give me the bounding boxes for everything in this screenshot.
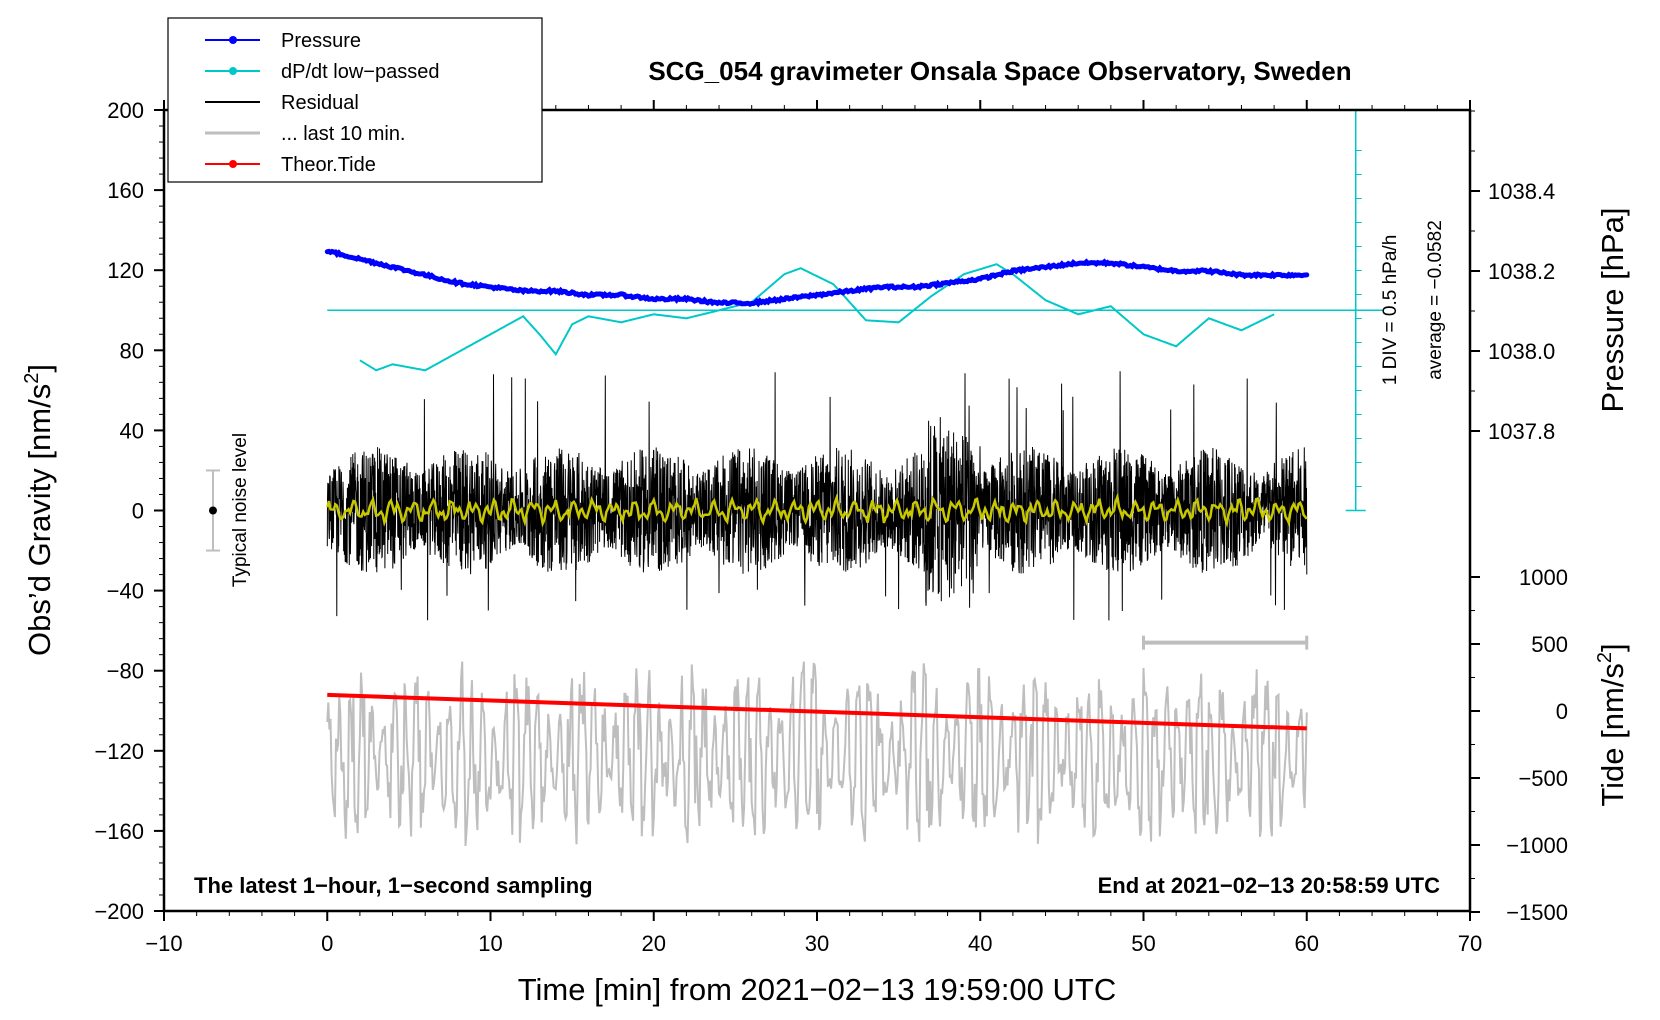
- pressure-tick-label: 1037.8: [1488, 419, 1555, 444]
- annotation-bottom-left: The latest 1−hour, 1−second sampling: [194, 873, 593, 898]
- x-tick-label: −10: [145, 931, 182, 956]
- x-tick-label: 60: [1295, 931, 1319, 956]
- residual-smoothed-line: [326, 492, 1308, 528]
- dpdt-scale-label: 1 DIV = 0.5 hPa/h: [1380, 235, 1401, 386]
- y-tick-label: −200: [94, 899, 144, 924]
- y-axis-label-left: Obs’d Gravity [nm/s2]: [21, 364, 57, 656]
- pressure-tick-labels: 1038.4 1038.2 1038.0 1037.8: [1488, 179, 1555, 444]
- y-tick-label: −120: [94, 739, 144, 764]
- legend-label: dP/dt low−passed: [281, 61, 439, 83]
- x-axis-label: Time [min] from 2021−02−13 19:59:00 UTC: [518, 972, 1117, 1007]
- legend-marker: [229, 36, 237, 44]
- legend-label: Theor.Tide: [281, 154, 376, 176]
- pressure-tick-label: 1038.2: [1488, 259, 1555, 284]
- dpdt-line: [359, 263, 1275, 372]
- y-tick-label: 40: [120, 418, 144, 443]
- pressure-line: [324, 248, 1310, 308]
- tide-tick-label: 0: [1556, 699, 1568, 724]
- y-tick-label: 200: [107, 98, 144, 123]
- x-tick-label: 20: [642, 931, 666, 956]
- x-tick-label: 0: [321, 931, 333, 956]
- x-tick-label: 70: [1458, 931, 1482, 956]
- y-tick-label: −80: [107, 659, 144, 684]
- residual-line: [326, 371, 1308, 621]
- plot-frame: [162, 108, 1472, 913]
- x-tick-labels: −10 0 10 20 30 40 50 60 70: [145, 931, 1482, 956]
- y-tick-label: 0: [132, 499, 144, 524]
- y-tick-label: 80: [120, 338, 144, 363]
- legend: Pressure dP/dt low−passed Residual ... last…: [167, 17, 543, 183]
- y-tick-labels-left: 200 160 120 80 40 0 −40 −80 −120 −160 −200: [94, 98, 144, 924]
- y-tick-label: 120: [107, 258, 144, 283]
- y-tick-label: −40: [107, 579, 144, 604]
- pressure-tick-label: 1038.4: [1488, 179, 1555, 204]
- y-axis-label-tide: Tide [nm/s2]: [1594, 643, 1630, 806]
- legend-label: Residual: [281, 92, 359, 114]
- legend-marker: [229, 67, 237, 75]
- legend-label: Pressure: [281, 30, 361, 52]
- x-tick-label: 40: [968, 931, 992, 956]
- theor-tide-line: [327, 692, 1307, 731]
- noise-bar-center: [208, 506, 217, 515]
- x-tick-label: 10: [478, 931, 502, 956]
- x-tick-label: 50: [1131, 931, 1155, 956]
- series-layer: [205, 110, 1384, 847]
- chart-title: SCG_054 gravimeter Onsala Space Observat…: [648, 56, 1351, 86]
- tide-tick-label: 500: [1531, 632, 1568, 657]
- noise-level-label: Typical noise level: [230, 433, 251, 587]
- y-tick-label: 160: [107, 178, 144, 203]
- x-tick-label: 30: [805, 931, 829, 956]
- tide-tick-label: 1000: [1519, 565, 1568, 590]
- tide-tick-label: −1500: [1506, 900, 1568, 925]
- pressure-tick-label: 1038.0: [1488, 339, 1555, 364]
- legend-label: ... last 10 min.: [281, 123, 406, 145]
- legend-box: [167, 17, 543, 183]
- tide-tick-label: −500: [1518, 766, 1568, 791]
- y-tick-label: −160: [94, 819, 144, 844]
- tide-tick-labels: 1000 500 0 −500 −1000 −1500: [1506, 565, 1568, 925]
- legend-marker: [229, 160, 237, 168]
- y-axis-label-pressure: Pressure [hPa]: [1595, 207, 1630, 412]
- annotation-bottom-right: End at 2021−02−13 20:58:59 UTC: [1098, 873, 1441, 898]
- tide-tick-label: −1000: [1506, 833, 1568, 858]
- last-10-min-line: [326, 661, 1308, 847]
- dpdt-average-label: average = −0.0582: [1425, 220, 1446, 380]
